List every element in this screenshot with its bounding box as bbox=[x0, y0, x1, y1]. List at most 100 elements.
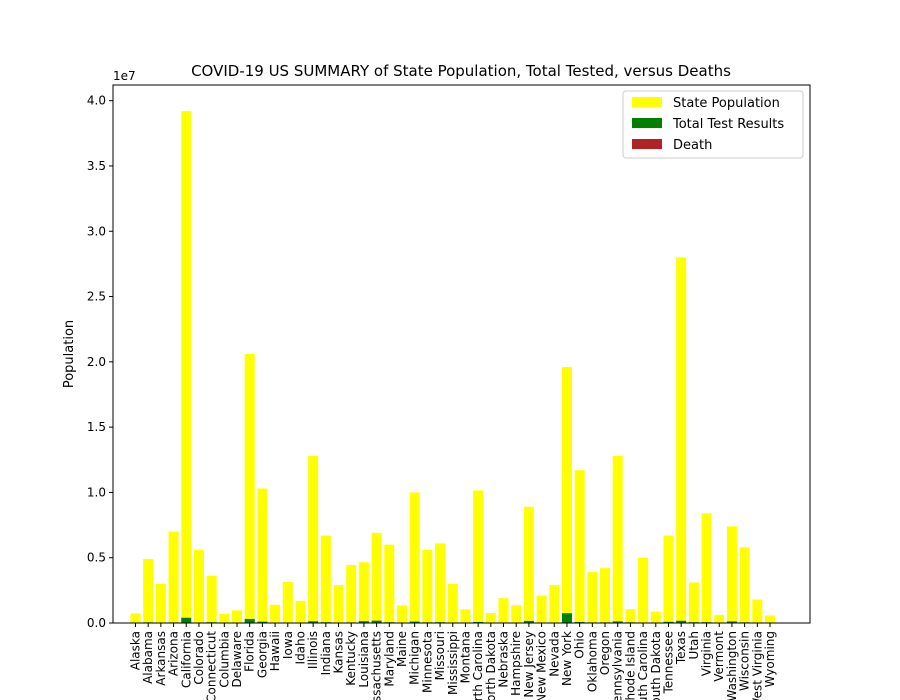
bar-state-population bbox=[155, 583, 166, 623]
bar-state-population bbox=[726, 526, 737, 623]
x-tick-label: Connecticut bbox=[205, 631, 219, 700]
bar-state-population bbox=[523, 506, 534, 623]
bar-state-population bbox=[739, 547, 750, 623]
bar-state-population bbox=[752, 599, 763, 623]
x-tick-label: Maine bbox=[395, 631, 409, 667]
x-axis: AlaskaAlabamaArkansasArizonaCaliforniaCo… bbox=[129, 623, 777, 700]
bar-state-population bbox=[181, 111, 192, 623]
x-tick-label: Illinois bbox=[306, 631, 320, 669]
bar-total-test-results bbox=[726, 621, 737, 623]
x-tick-label: Tennessee bbox=[661, 631, 675, 695]
y-axis-label: Population bbox=[62, 320, 77, 388]
bar-state-population bbox=[422, 549, 433, 623]
x-tick-label: Wyoming bbox=[763, 631, 777, 687]
bar-total-test-results bbox=[409, 621, 420, 623]
x-tick-label: Vermont bbox=[712, 631, 726, 682]
bar-state-population bbox=[358, 562, 369, 623]
x-tick-label: Ohio bbox=[573, 631, 587, 659]
x-tick-label: New Hampshire bbox=[509, 631, 523, 700]
bar-total-test-results bbox=[523, 620, 534, 623]
legend-swatch bbox=[632, 97, 662, 107]
bar-state-population bbox=[587, 572, 598, 623]
x-tick-label: Montana bbox=[458, 631, 472, 683]
bar-state-population bbox=[409, 492, 420, 623]
x-tick-label: New Jersey bbox=[522, 631, 536, 698]
y-tick-label: 2.0 bbox=[87, 355, 106, 369]
x-tick-label: West Virginia bbox=[750, 631, 764, 700]
x-tick-label: Oregon bbox=[598, 631, 612, 675]
x-tick-label: Washington bbox=[725, 631, 739, 700]
bar-total-test-results bbox=[308, 621, 319, 623]
y-tick-label: 0.0 bbox=[87, 616, 106, 630]
x-tick-label: Minnesota bbox=[420, 631, 434, 693]
bar-state-population bbox=[612, 455, 623, 623]
bar-total-test-results bbox=[371, 620, 382, 623]
bar-state-population bbox=[320, 535, 331, 623]
y-tick-label: 1.0 bbox=[87, 485, 106, 499]
x-tick-label: Utah bbox=[687, 631, 701, 659]
bar-state-population bbox=[371, 532, 382, 623]
bar-state-population bbox=[676, 257, 687, 623]
y-offset-label: 1e7 bbox=[113, 69, 136, 83]
y-tick-label: 1.5 bbox=[87, 420, 106, 434]
bar-state-population bbox=[333, 585, 344, 623]
bar-state-population bbox=[435, 543, 446, 623]
bar-state-population bbox=[232, 610, 243, 623]
x-tick-label: South Dakota bbox=[649, 631, 663, 700]
legend-entry: Total Test Results bbox=[672, 117, 784, 132]
bar-state-population bbox=[485, 613, 496, 623]
bar-state-population bbox=[130, 613, 141, 623]
x-tick-label: Iowa bbox=[281, 631, 295, 659]
x-tick-label: New York bbox=[560, 631, 574, 686]
x-tick-label: North Dakota bbox=[484, 631, 498, 700]
bar-total-test-results bbox=[244, 618, 255, 623]
x-tick-label: Florida bbox=[243, 631, 257, 672]
x-tick-label: Indiana bbox=[319, 631, 333, 675]
x-tick-label: Delaware bbox=[230, 631, 244, 688]
bar-state-population bbox=[193, 549, 204, 623]
bar-total-test-results bbox=[181, 617, 192, 623]
x-tick-label: North Carolina bbox=[471, 631, 485, 700]
y-axis: 0.0 0.5 1.0 1.5 2.0 2.5 3.0 3.5 4.0 bbox=[87, 94, 113, 630]
bar-state-population bbox=[270, 604, 281, 623]
x-tick-label: Michigan bbox=[408, 631, 422, 685]
legend-box bbox=[622, 90, 804, 159]
x-tick-label: Massachusetts bbox=[370, 631, 384, 700]
x-tick-label: Hawaii bbox=[268, 631, 282, 671]
legend: State Population Total Test Results Death bbox=[622, 90, 804, 159]
x-tick-label: Rhode Island bbox=[623, 631, 637, 700]
x-tick-label: Kansas bbox=[332, 631, 346, 673]
x-tick-label: Oklahoma bbox=[585, 631, 599, 692]
bar-state-population bbox=[206, 575, 217, 623]
x-tick-label: Pennsylvania bbox=[611, 631, 625, 700]
y-tick-label: 3.5 bbox=[87, 159, 106, 173]
legend-entry: State Population bbox=[673, 96, 780, 111]
bar-state-population bbox=[638, 557, 649, 623]
bar-state-population bbox=[473, 490, 484, 623]
x-tick-label: Arizona bbox=[167, 631, 181, 676]
y-tick-label: 4.0 bbox=[87, 94, 106, 108]
bar-state-population bbox=[460, 609, 471, 623]
x-tick-label: Missouri bbox=[433, 631, 447, 680]
bar-state-population bbox=[384, 544, 395, 623]
x-tick-label: Arkansas bbox=[154, 631, 168, 686]
bar-state-population bbox=[447, 583, 458, 623]
y-tick-label: 3.0 bbox=[87, 224, 106, 238]
bar-state-population bbox=[701, 513, 712, 623]
bar-state-population bbox=[663, 535, 674, 623]
x-tick-label: Alaska bbox=[129, 631, 143, 670]
bar-state-population bbox=[168, 531, 179, 623]
bar-total-test-results bbox=[561, 613, 572, 623]
x-tick-label: Idaho bbox=[293, 631, 307, 664]
bars bbox=[130, 111, 775, 623]
x-tick-label: Colorado bbox=[192, 631, 206, 685]
bar-total-test-results bbox=[473, 621, 484, 623]
bar-total-test-results bbox=[676, 620, 687, 623]
bar-state-population bbox=[244, 354, 255, 623]
x-tick-label: Kentucky bbox=[344, 631, 358, 686]
bar-state-population bbox=[511, 605, 522, 623]
bar-state-population bbox=[346, 564, 357, 623]
bar-state-population bbox=[282, 581, 293, 623]
x-tick-label: Louisiana bbox=[357, 631, 371, 688]
